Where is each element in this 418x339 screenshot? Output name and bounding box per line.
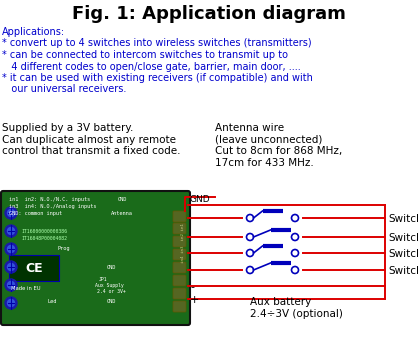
Text: -: -: [190, 282, 194, 292]
Circle shape: [5, 225, 17, 237]
Text: Applications:: Applications:: [2, 27, 65, 37]
Text: in1  in2: N.O./N.C. inputs: in1 in2: N.O./N.C. inputs: [9, 197, 90, 202]
Text: GND: GND: [107, 265, 116, 270]
Text: in4 in3  in2 in1: in4 in3 in2 in1: [181, 223, 185, 263]
Text: JP1: JP1: [99, 277, 107, 282]
Circle shape: [8, 299, 15, 306]
Text: * can be connected to intercom switches to transmit up to: * can be connected to intercom switches …: [2, 50, 288, 60]
Circle shape: [5, 297, 17, 309]
Circle shape: [5, 243, 17, 255]
Circle shape: [8, 263, 15, 271]
Text: Led: Led: [47, 299, 56, 304]
FancyBboxPatch shape: [173, 262, 186, 273]
FancyBboxPatch shape: [173, 301, 186, 312]
Text: Switch3: Switch3: [388, 249, 418, 259]
FancyBboxPatch shape: [173, 288, 186, 299]
Text: Antenna wire
(leave unconnected)
Cut to 8cm for 868 MHz,
17cm for 433 MHz.: Antenna wire (leave unconnected) Cut to …: [215, 123, 342, 168]
Text: our universal receivers.: our universal receivers.: [2, 84, 126, 95]
FancyBboxPatch shape: [173, 275, 186, 286]
Text: CE: CE: [25, 261, 43, 275]
Text: GND: GND: [190, 195, 211, 204]
Circle shape: [8, 227, 15, 235]
Text: Fig. 1: Application diagram: Fig. 1: Application diagram: [72, 5, 346, 23]
Text: Aux Supply: Aux Supply: [95, 283, 124, 288]
Circle shape: [8, 245, 15, 253]
Text: Switch4: Switch4: [388, 266, 418, 276]
Circle shape: [5, 279, 17, 291]
Text: GND: common input: GND: common input: [9, 211, 62, 216]
Circle shape: [8, 281, 15, 288]
Text: +: +: [190, 295, 199, 305]
FancyBboxPatch shape: [1, 191, 190, 325]
Text: 4 different codes to open/close gate, barrier, main door, ....: 4 different codes to open/close gate, ba…: [2, 61, 301, 72]
Circle shape: [8, 210, 15, 217]
Text: Supplied by a 3V battery.
Can duplicate almost any remote
control that transmit : Supplied by a 3V battery. Can duplicate …: [2, 123, 181, 156]
FancyBboxPatch shape: [173, 249, 186, 260]
Text: * convert up to 4 switches into wireless switches (transmitters): * convert up to 4 switches into wireless…: [2, 39, 312, 48]
Text: Antenna: Antenna: [111, 211, 133, 216]
Text: IT16000000000386: IT16000000000386: [21, 229, 67, 234]
Text: 2.4 or 3V+: 2.4 or 3V+: [97, 289, 126, 294]
Text: Switch2: Switch2: [388, 233, 418, 243]
FancyBboxPatch shape: [173, 223, 186, 234]
Text: GND: GND: [118, 197, 127, 202]
Circle shape: [5, 207, 17, 219]
Text: Aux battery
2.4÷3V (optional): Aux battery 2.4÷3V (optional): [250, 297, 343, 319]
Text: Prog: Prog: [58, 246, 71, 251]
Text: Made in EU: Made in EU: [11, 286, 41, 291]
Text: IT16048P00004082: IT16048P00004082: [21, 236, 67, 241]
Bar: [9, 255, 59, 281]
Text: in3  in4: N.O./Analog inputs: in3 in4: N.O./Analog inputs: [9, 204, 97, 209]
FancyBboxPatch shape: [173, 236, 186, 247]
FancyBboxPatch shape: [173, 211, 186, 222]
Text: Switch1: Switch1: [388, 214, 418, 224]
Text: GND: GND: [107, 299, 116, 304]
Circle shape: [5, 261, 17, 273]
Text: * it can be used with existing receivers (if compatible) and with: * it can be used with existing receivers…: [2, 73, 313, 83]
